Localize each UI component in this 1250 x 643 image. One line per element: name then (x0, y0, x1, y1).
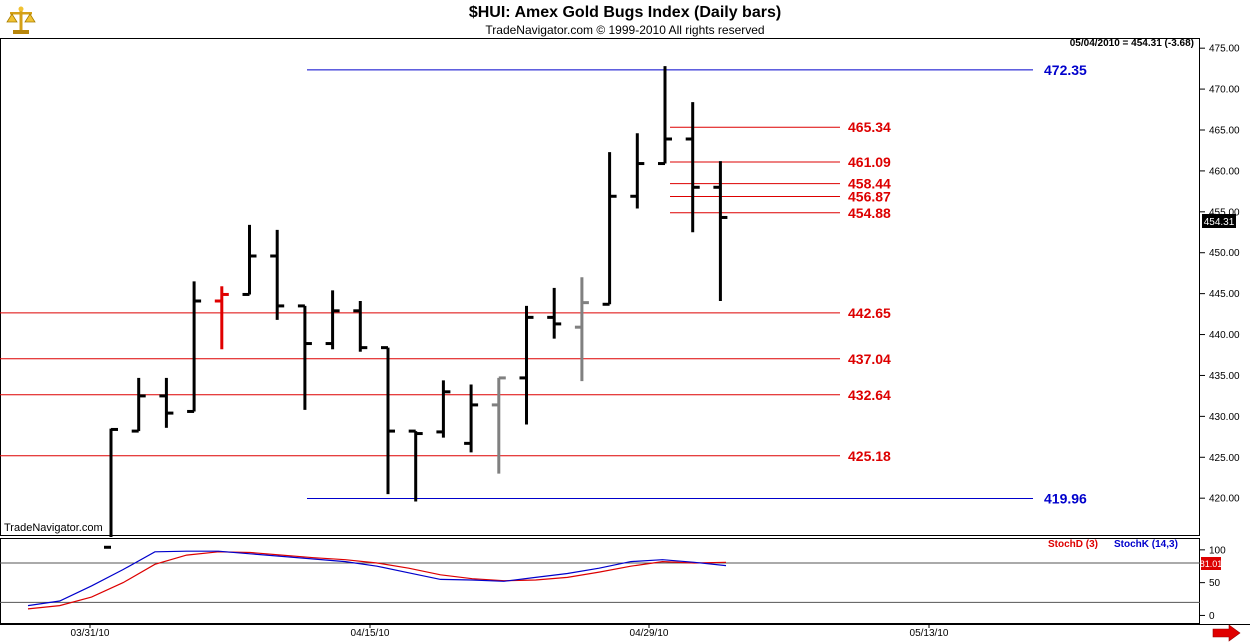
chart-subtitle: TradeNavigator.com © 1999-2010 All right… (485, 23, 765, 37)
ohlc-bar (464, 384, 479, 453)
stoch-legend: StochD (3) StochK (14,3) (1048, 539, 1178, 550)
stoch-series-line (27, 550, 727, 607)
ohlc-bar (187, 281, 202, 413)
ohlc-bar (297, 304, 312, 410)
stoch-series-line (27, 551, 727, 610)
chart-title: $HUI: Amex Gold Bugs Index (Daily bars) (468, 4, 782, 21)
stoch-tick-label: 100 (1209, 545, 1226, 556)
time-tick-label: 05/13/10 (910, 628, 949, 639)
time-axis: 03/31/10 04/15/10 04/29/10 05/13/10 (71, 624, 949, 639)
time-tick-label: 04/15/10 (351, 628, 390, 639)
ohlc-bar (159, 377, 174, 428)
stoch-tick-label: 0 (1209, 611, 1215, 622)
legend-stochk: StochK (14,3) (1114, 539, 1178, 550)
ohlc-bar (630, 133, 645, 209)
right-arrow-icon[interactable] (1212, 624, 1241, 642)
gold-scale-logo-icon (6, 6, 36, 34)
ohlc-bar (685, 102, 700, 233)
ohlc-bar (408, 429, 423, 502)
ohlc-bar (519, 305, 534, 425)
price-tick-label: 425.00 (1209, 453, 1240, 464)
time-tick-label: 04/29/10 (630, 628, 669, 639)
ohlc-bar (602, 152, 617, 306)
ohlc-bar (104, 427, 118, 549)
ohlc-bar (270, 229, 285, 320)
ohlc-bar (325, 290, 340, 350)
scroll-right-button[interactable] (1212, 624, 1241, 642)
level-label: 419.96 (1044, 491, 1087, 507)
ohlc-bar (353, 301, 368, 352)
price-tick-label: 470.00 (1209, 85, 1240, 96)
stoch-lines (27, 550, 727, 610)
price-tick-label: 475.00 (1209, 44, 1240, 55)
level-label: 425.18 (848, 448, 891, 464)
ohlc-bar (713, 161, 728, 301)
ohlc-bar (491, 376, 506, 474)
chart-frame (0, 38, 1250, 625)
level-label: 432.64 (848, 387, 891, 403)
price-tick-label: 430.00 (1209, 412, 1240, 423)
price-tick-label: 440.00 (1209, 330, 1240, 341)
price-readout: 05/04/2010 = 454.31 (-3.68) (1069, 38, 1194, 49)
price-tick-label: 445.00 (1209, 289, 1240, 300)
last-price-tag: 454.31 (1202, 214, 1236, 228)
price-tick-label: 450.00 (1209, 248, 1240, 259)
level-label: 461.09 (848, 154, 891, 170)
price-tick-label: 455.00 (1209, 207, 1240, 218)
price-tick-label: 465.00 (1209, 126, 1240, 137)
ohlc-bar (214, 286, 229, 350)
level-label: 458.44 (848, 176, 891, 192)
level-label: 472.35 (1044, 62, 1087, 78)
ohlc-bar (658, 66, 672, 166)
legend-stochd: StochD (3) (1048, 539, 1098, 550)
level-label: 465.34 (848, 119, 891, 135)
level-label: 442.65 (848, 305, 891, 321)
ohlc-bar (242, 224, 257, 296)
stoch-last-value-tag: 81.01 (1200, 557, 1223, 570)
time-tick-label: 03/31/10 (71, 628, 110, 639)
stoch-reference-lines (0, 562, 1200, 603)
ohlc-bar (381, 346, 395, 495)
level-label: 456.87 (848, 189, 891, 205)
price-axis: 475.00 470.00 465.00 460.00 455.00 450.00 445.… (1200, 44, 1240, 505)
level-label: 437.04 (848, 351, 891, 367)
price-bars (104, 66, 728, 549)
stoch-axis: 100 50 0 (1200, 545, 1226, 622)
ohlc-bar (131, 377, 146, 433)
ohlc-bar (574, 277, 589, 382)
price-tick-label: 420.00 (1209, 494, 1240, 505)
price-tick-label: 460.00 (1209, 166, 1240, 177)
ohlc-bar (436, 380, 451, 438)
level-label: 454.88 (848, 205, 891, 221)
last-price-label: 454.31 (1204, 217, 1235, 228)
price-tick-label: 435.00 (1209, 371, 1240, 382)
stoch-last-value: 81.01 (1200, 559, 1223, 569)
stoch-tick-label: 50 (1209, 578, 1221, 589)
watermark-text: TradeNavigator.com (4, 522, 103, 534)
ohlc-bar (547, 287, 562, 339)
